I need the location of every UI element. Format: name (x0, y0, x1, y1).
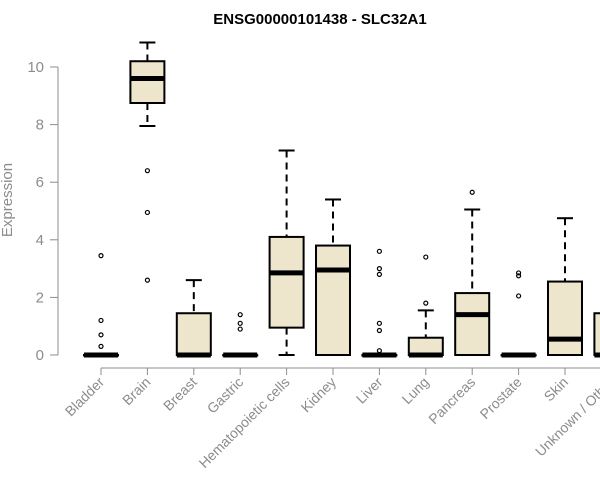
outlier-point (376, 320, 382, 326)
y-tick-label: 4 (36, 232, 44, 249)
x-tick-label: Breast (160, 374, 200, 414)
box-group-liver (361, 248, 398, 358)
outlier-point (144, 209, 150, 216)
box-group-skin (547, 217, 583, 356)
outlier-point (469, 189, 475, 195)
x-tick-label: Prostate (477, 374, 525, 422)
outlier-point (376, 271, 382, 277)
box-group-gastric (222, 312, 259, 358)
outlier-point (144, 277, 150, 283)
box (129, 60, 166, 104)
box-group-breast (175, 279, 212, 358)
y-axis-label: Expression (0, 163, 16, 237)
box-group-bladder (83, 253, 119, 358)
box (593, 312, 600, 356)
boxes (83, 41, 600, 358)
outlier-point (515, 293, 522, 299)
chart-title: ENSG00000101438 - SLC32A1 (213, 11, 426, 28)
x-tick-label: Hematopoietic cells (196, 374, 293, 471)
outlier-point (376, 266, 382, 272)
outlier-point (423, 300, 429, 306)
y-tick-label: 0 (36, 347, 44, 364)
y-axis: 0 2 4 6 8 10 (27, 59, 59, 364)
outlier-point (98, 332, 104, 338)
box (454, 292, 491, 356)
box (407, 336, 444, 357)
box (268, 235, 305, 329)
box (547, 280, 583, 356)
outlier-point (376, 327, 382, 334)
box-group-brain (129, 41, 166, 283)
outlier-point (376, 348, 382, 354)
box-group-kidney (315, 198, 351, 356)
x-tick-label: Skin (541, 374, 572, 405)
y-tick-label: 2 (36, 289, 44, 306)
outlier-point (515, 270, 522, 276)
outlier-point (98, 343, 104, 349)
outlier-point (376, 248, 382, 254)
x-tick-label: Bladder (62, 374, 108, 420)
x-tick-label: Brain (119, 374, 153, 408)
x-tick-label: Liver (353, 374, 386, 407)
box (315, 244, 351, 356)
box-group-unknown-other (593, 312, 600, 358)
outlier-point (98, 253, 104, 259)
outlier-point (237, 326, 243, 332)
outlier-point (237, 320, 243, 326)
box-group-pancreas (454, 189, 491, 356)
box (175, 312, 212, 356)
y-tick-label: 10 (27, 59, 44, 76)
outlier-point (144, 168, 150, 174)
outlier-point (515, 273, 522, 279)
y-tick-label: 8 (36, 117, 44, 134)
x-tick-label: Lung (399, 374, 432, 407)
x-tick-label: Gastric (204, 374, 247, 417)
box-group-hematopoietic-cells (268, 149, 305, 356)
box-group-lung (407, 254, 444, 358)
outlier-point (98, 317, 104, 324)
box-group-prostate (500, 270, 537, 358)
outlier-point (423, 254, 429, 260)
x-tick-label: Kidney (298, 374, 340, 416)
outlier-point (237, 312, 243, 318)
y-tick-label: 6 (36, 174, 44, 191)
x-tick-label: Pancreas (425, 374, 478, 427)
